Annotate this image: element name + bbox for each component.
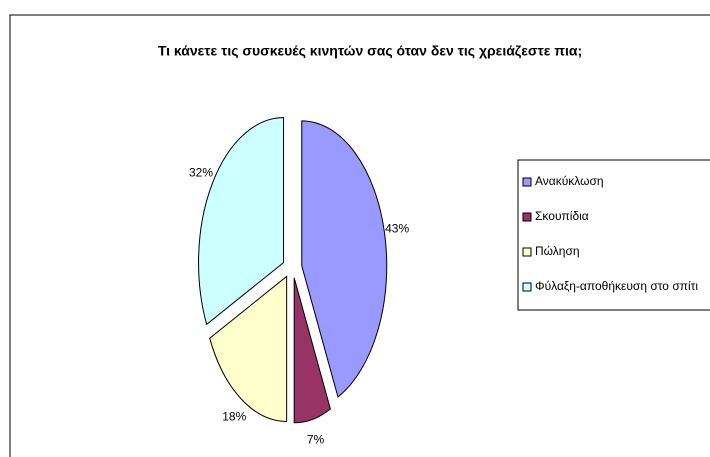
legend-box	[517, 159, 710, 311]
pie-slice	[301, 120, 388, 398]
legend-swatch	[522, 177, 532, 187]
legend-label: Σκουπίδια	[535, 209, 589, 223]
legend-swatch	[522, 212, 532, 222]
data-label: 32%	[189, 165, 213, 179]
pie-slice	[293, 277, 331, 424]
legend-swatch	[522, 282, 532, 292]
data-label: 7%	[307, 433, 325, 447]
data-label: 18%	[222, 409, 246, 423]
legend-label: Φύλαξη-αποθήκευση στο σπίτι	[535, 279, 698, 293]
data-label: 43%	[385, 222, 409, 236]
legend-label: Πώληση	[535, 244, 580, 258]
pie-slice	[198, 117, 285, 326]
legend-label: Ανακύκλωση	[535, 174, 604, 188]
chart-title: Τι κάνετε τις συσκευές κινητών σας όταν …	[158, 43, 582, 59]
legend-swatch	[522, 247, 532, 257]
pie-slice	[209, 275, 288, 422]
